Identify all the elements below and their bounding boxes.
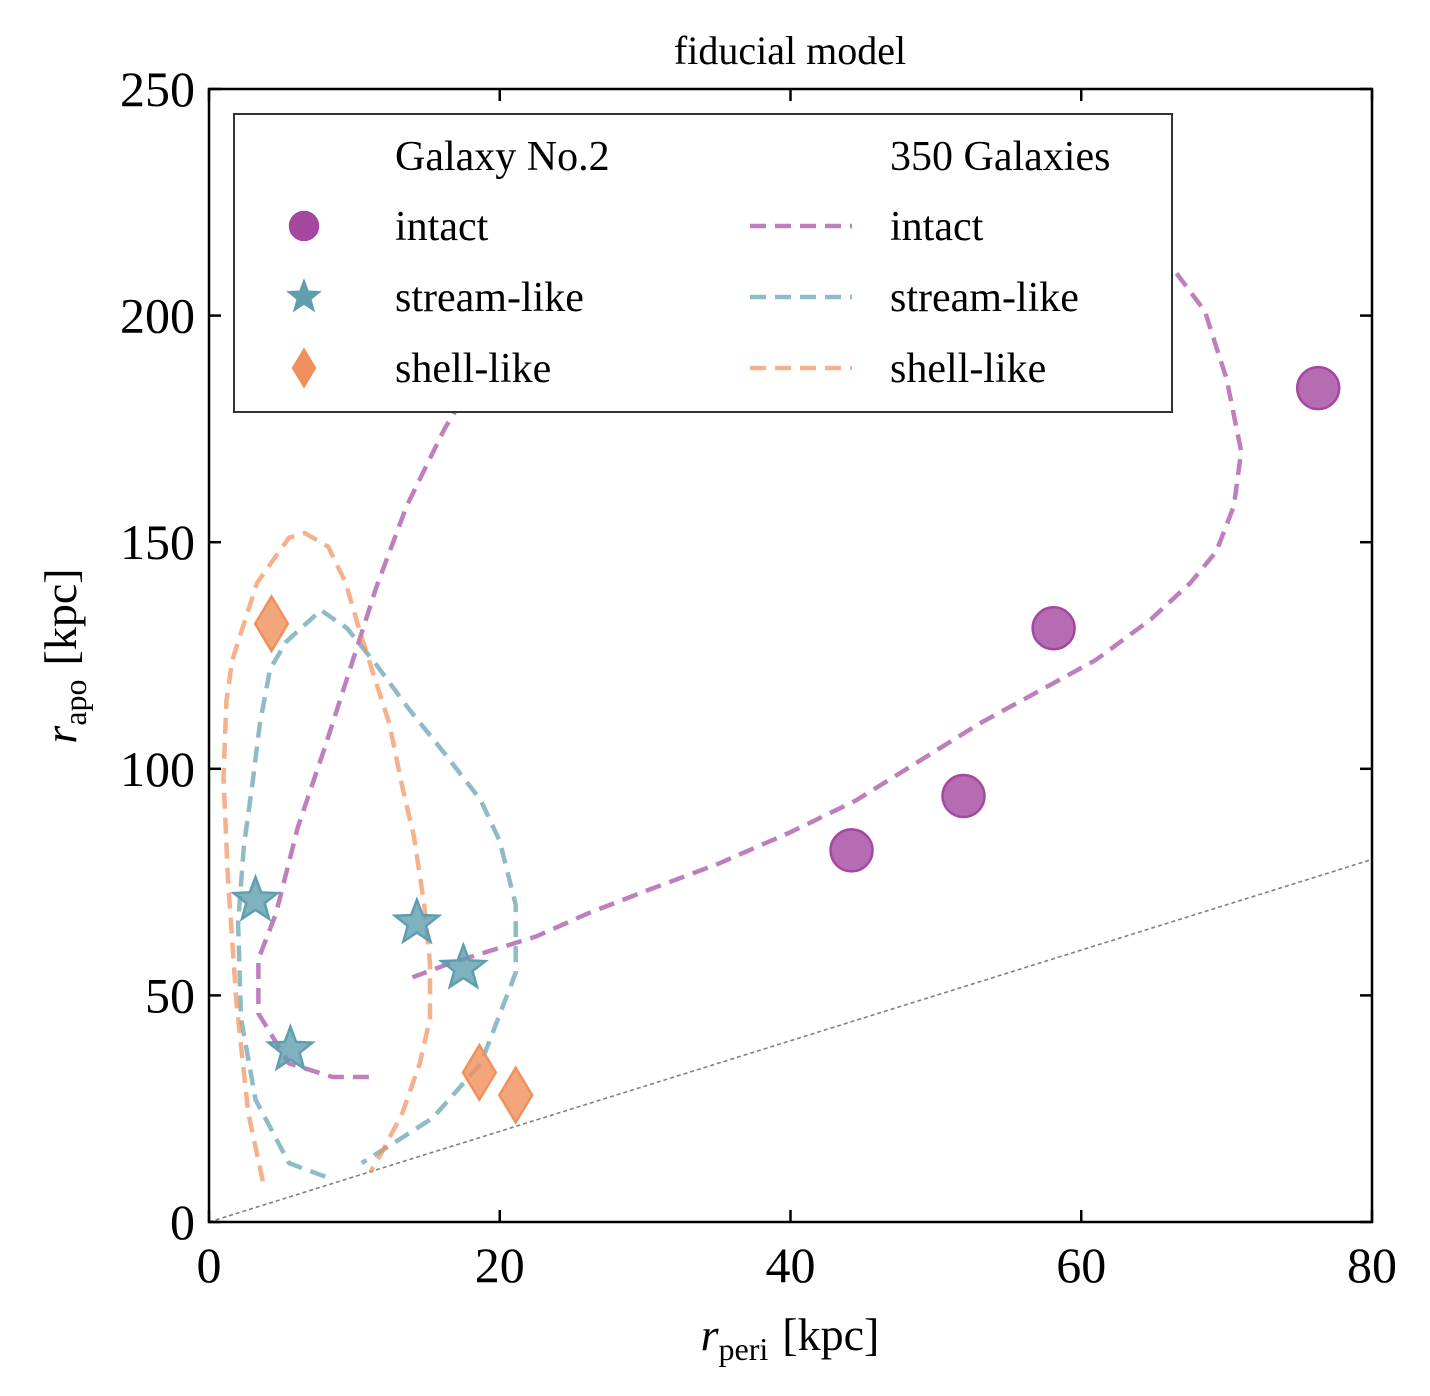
point-shell-like-2 — [497, 1065, 534, 1125]
contour-stream-like — [235, 607, 518, 1179]
x-axis-symbol: r — [701, 1309, 720, 1360]
reference-line-layer — [209, 858, 1372, 1222]
y-tick-label-50: 50 — [145, 967, 195, 1023]
legend-header-population: 350 Galaxies — [890, 134, 1110, 180]
legend-marker-stream-like — [286, 278, 322, 313]
legend-label-shell-point: shell-like — [395, 346, 551, 392]
point-shell-like-1 — [461, 1042, 498, 1103]
point-intact-3 — [1295, 365, 1341, 411]
legend-label-intact-contour: intact — [890, 204, 984, 250]
legend-marker-shell-like — [291, 347, 317, 389]
y-tick-label-100: 100 — [120, 741, 195, 797]
y-axis-subscript: apo — [57, 679, 93, 725]
legend-marker-intact — [288, 210, 320, 242]
x-axis-title: rperi [kpc] — [701, 1309, 880, 1367]
point-stream-like-1 — [391, 896, 443, 945]
x-tick-label-80: 80 — [1347, 1237, 1397, 1293]
y-axis-unit: [kpc] — [35, 568, 86, 665]
point-intact-2 — [1031, 606, 1076, 651]
y-axis-symbol: r — [35, 725, 86, 744]
reference-line — [209, 858, 1372, 1222]
point-stream-like-2 — [437, 941, 489, 990]
x-tick-label-0: 0 — [197, 1237, 222, 1293]
legend-markers — [286, 210, 852, 389]
tick-layer: 0 20 40 60 80 0 50 100 150 200 250 — [120, 61, 1397, 1293]
legend-label-stream-point: stream-like — [395, 275, 584, 321]
point-stream-like-3 — [265, 1023, 316, 1072]
legend-box — [233, 113, 1173, 413]
legend-label-stream-contour: stream-like — [890, 275, 1079, 321]
y-tick-label-150: 150 — [120, 514, 195, 570]
point-intact-1 — [941, 773, 986, 819]
contour-shell-like — [221, 530, 433, 1182]
x-tick-label-40: 40 — [766, 1237, 816, 1293]
x-axis-unit: [kpc] — [782, 1309, 879, 1360]
scatter-layer — [230, 365, 1341, 1125]
x-axis-subscript: peri — [719, 1331, 769, 1367]
chart-title: fiducial model — [674, 28, 906, 73]
y-tick-label-0: 0 — [170, 1194, 195, 1250]
legend-label-shell-contour: shell-like — [890, 346, 1046, 392]
legend-label-intact-point: intact — [395, 204, 489, 250]
point-stream-like-0 — [230, 873, 281, 922]
x-tick-label-20: 20 — [475, 1237, 525, 1293]
y-tick-label-200: 200 — [120, 288, 195, 344]
y-tick-label-250: 250 — [120, 61, 195, 117]
x-tick-label-60: 60 — [1056, 1237, 1106, 1293]
point-shell-like-0 — [253, 594, 290, 654]
point-intact-0 — [829, 828, 874, 873]
legend-header-galaxy: Galaxy No.2 — [395, 134, 610, 180]
y-axis-title-group: rapo [kpc] — [35, 568, 93, 743]
y-axis-title: rapo [kpc] — [35, 568, 93, 743]
legend: Galaxy No.2 350 Galaxies intact stream-l… — [233, 113, 1173, 413]
